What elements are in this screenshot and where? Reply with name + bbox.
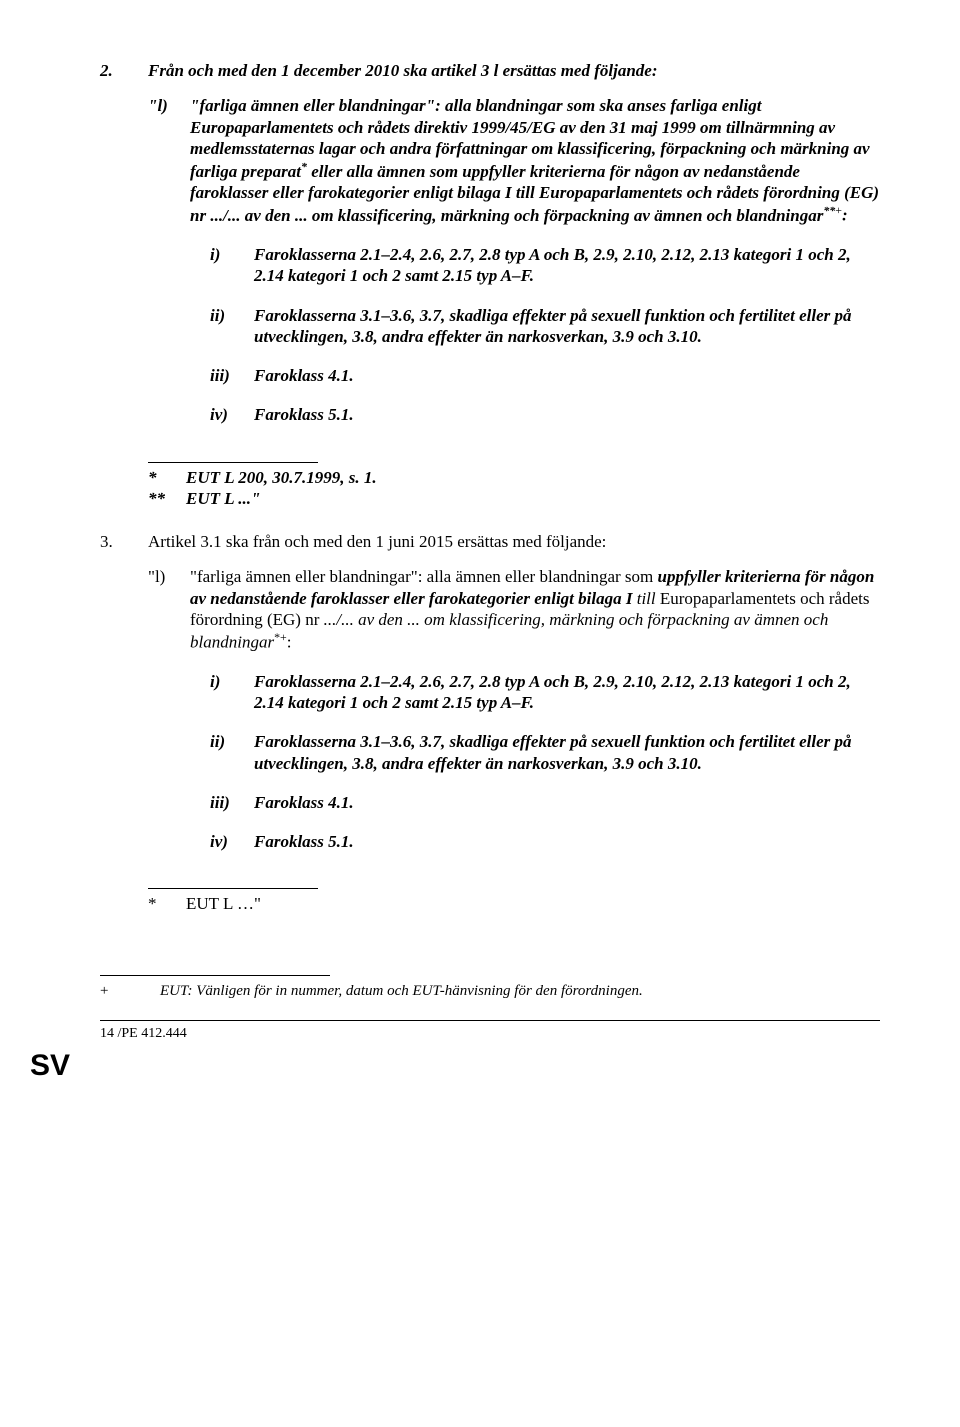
roman-item-number: iii): [210, 365, 254, 386]
roman-item-number: iii): [210, 792, 254, 813]
item-body: Artikel 3.1 ska från och med den 1 juni …: [148, 531, 880, 870]
numbered-item: 3.Artikel 3.1 ska från och med den 1 jun…: [100, 531, 880, 870]
item-number: 2.: [100, 60, 148, 444]
roman-item-text: Faroklasserna 3.1–3.6, 3.7, skadliga eff…: [254, 731, 880, 774]
roman-item-number: ii): [210, 731, 254, 774]
page-number: 14 /PE 412.444: [100, 1025, 880, 1043]
footnote-mark: *: [148, 467, 186, 488]
roman-item-text: Faroklasserna 3.1–3.6, 3.7, skadliga eff…: [254, 305, 880, 348]
sub-item-body: "farliga ämnen eller blandningar": alla …: [190, 566, 880, 870]
roman-item-number: iv): [210, 831, 254, 852]
roman-item: ii)Faroklasserna 3.1–3.6, 3.7, skadliga …: [210, 305, 880, 348]
item-body: Från och med den 1 december 2010 ska art…: [148, 60, 880, 444]
bottom-footnote-text: EUT: Vänligen för in nummer, datum och E…: [160, 982, 643, 1001]
footnote-text: EUT L 200, 30.7.1999, s. 1.: [186, 467, 377, 488]
roman-item-text: Faroklass 5.1.: [254, 404, 880, 425]
roman-item-text: Faroklasserna 2.1–2.4, 2.6, 2.7, 2.8 typ…: [254, 244, 880, 287]
roman-item: ii)Faroklasserna 3.1–3.6, 3.7, skadliga …: [210, 731, 880, 774]
roman-item-text: Faroklass 4.1.: [254, 365, 880, 386]
roman-item: i)Faroklasserna 2.1–2.4, 2.6, 2.7, 2.8 t…: [210, 671, 880, 714]
item-intro: Från och med den 1 december 2010 ska art…: [148, 60, 880, 81]
roman-item: iv)Faroklass 5.1.: [210, 831, 880, 852]
bottom-footnote-separator: [100, 975, 330, 976]
roman-item: iii)Faroklass 4.1.: [210, 792, 880, 813]
item-intro: Artikel 3.1 ska från och med den 1 juni …: [148, 531, 880, 552]
footnote-mark: *: [148, 893, 186, 914]
footnote-block: *EUT L 200, 30.7.1999, s. 1.**EUT L ...": [148, 467, 880, 510]
footnote-separator: [148, 888, 318, 889]
roman-item: iv)Faroklass 5.1.: [210, 404, 880, 425]
roman-item: iii)Faroklass 4.1.: [210, 365, 880, 386]
roman-item-text: Faroklasserna 2.1–2.4, 2.6, 2.7, 2.8 typ…: [254, 671, 880, 714]
roman-item-number: iv): [210, 404, 254, 425]
sub-item-number: "l): [148, 95, 190, 443]
footnote-text: EUT L ...": [186, 488, 260, 509]
sub-item: "l)"farliga ämnen eller blandningar": al…: [148, 566, 880, 870]
footnote-block: *EUT L …": [148, 893, 880, 914]
roman-item-number: i): [210, 244, 254, 287]
footnote-separator: [148, 462, 318, 463]
language-code: SV: [30, 1047, 880, 1085]
page-footer-separator: [100, 1020, 880, 1021]
footnote: **EUT L ...": [148, 488, 880, 509]
roman-item-text: Faroklass 4.1.: [254, 792, 880, 813]
footnote-mark: **: [148, 488, 186, 509]
roman-list: i)Faroklasserna 2.1–2.4, 2.6, 2.7, 2.8 t…: [190, 671, 880, 853]
roman-item-text: Faroklass 5.1.: [254, 831, 880, 852]
footnote-text: EUT L …": [186, 893, 261, 914]
roman-list: i)Faroklasserna 2.1–2.4, 2.6, 2.7, 2.8 t…: [190, 244, 880, 426]
numbered-item: 2.Från och med den 1 december 2010 ska a…: [100, 60, 880, 444]
sub-item: "l)"farliga ämnen eller blandningar": al…: [148, 95, 880, 443]
item-number: 3.: [100, 531, 148, 870]
sub-item-body: "farliga ämnen eller blandningar": alla …: [190, 95, 880, 443]
footnote: *EUT L …": [148, 893, 880, 914]
footnote: *EUT L 200, 30.7.1999, s. 1.: [148, 467, 880, 488]
bottom-footnote: + EUT: Vänligen för in nummer, datum och…: [100, 982, 880, 1001]
roman-item: i)Faroklasserna 2.1–2.4, 2.6, 2.7, 2.8 t…: [210, 244, 880, 287]
roman-item-number: ii): [210, 305, 254, 348]
roman-item-number: i): [210, 671, 254, 714]
sub-item-number: "l): [148, 566, 190, 870]
bottom-footnote-mark: +: [100, 982, 160, 1001]
